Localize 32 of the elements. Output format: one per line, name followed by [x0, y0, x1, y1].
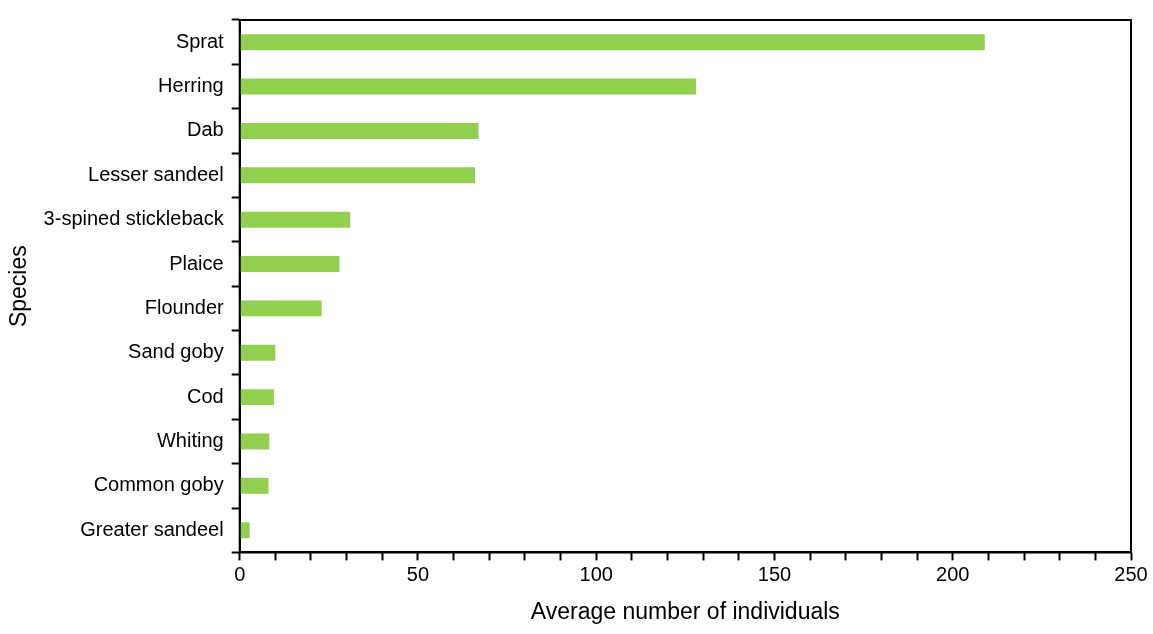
bar: [240, 522, 250, 539]
bar: [240, 477, 269, 494]
bar: [240, 344, 276, 361]
x-tick-label: 100: [579, 562, 613, 585]
y-axis-title: Species: [5, 245, 32, 328]
bar: [240, 78, 697, 95]
y-tick-label: Flounder: [144, 295, 225, 318]
x-tick-label: 150: [757, 562, 792, 585]
bar: [240, 389, 274, 406]
x-axis-title: Average number of individuals: [530, 597, 840, 624]
y-tick-label: 3-spined stickleback: [43, 207, 225, 230]
y-tick-label: Dab: [186, 118, 224, 141]
x-tick-label: 50: [406, 562, 430, 585]
y-tick-label: Herring: [158, 74, 224, 97]
bar: [240, 122, 479, 139]
y-tick-label: Sprat: [175, 29, 225, 52]
bar: [240, 300, 322, 317]
bar: [240, 433, 270, 450]
y-tick-label: Whiting: [156, 429, 224, 451]
x-tick-label: 0: [234, 562, 246, 585]
y-tick-label: Sand goby: [128, 340, 224, 363]
bar: [240, 256, 340, 272]
bar: [240, 211, 351, 228]
y-tick-label: Common goby: [93, 473, 224, 496]
bar: [240, 167, 475, 184]
bar: [240, 34, 985, 51]
y-tick-label: Plaice: [169, 251, 224, 274]
x-tick-label: 200: [936, 562, 970, 585]
x-tick-label: 250: [1114, 562, 1148, 585]
y-tick-label: Greater sandeel: [80, 517, 224, 540]
y-tick-label: Cod: [186, 384, 224, 407]
y-tick-label: Lesser sandeel: [88, 162, 224, 185]
